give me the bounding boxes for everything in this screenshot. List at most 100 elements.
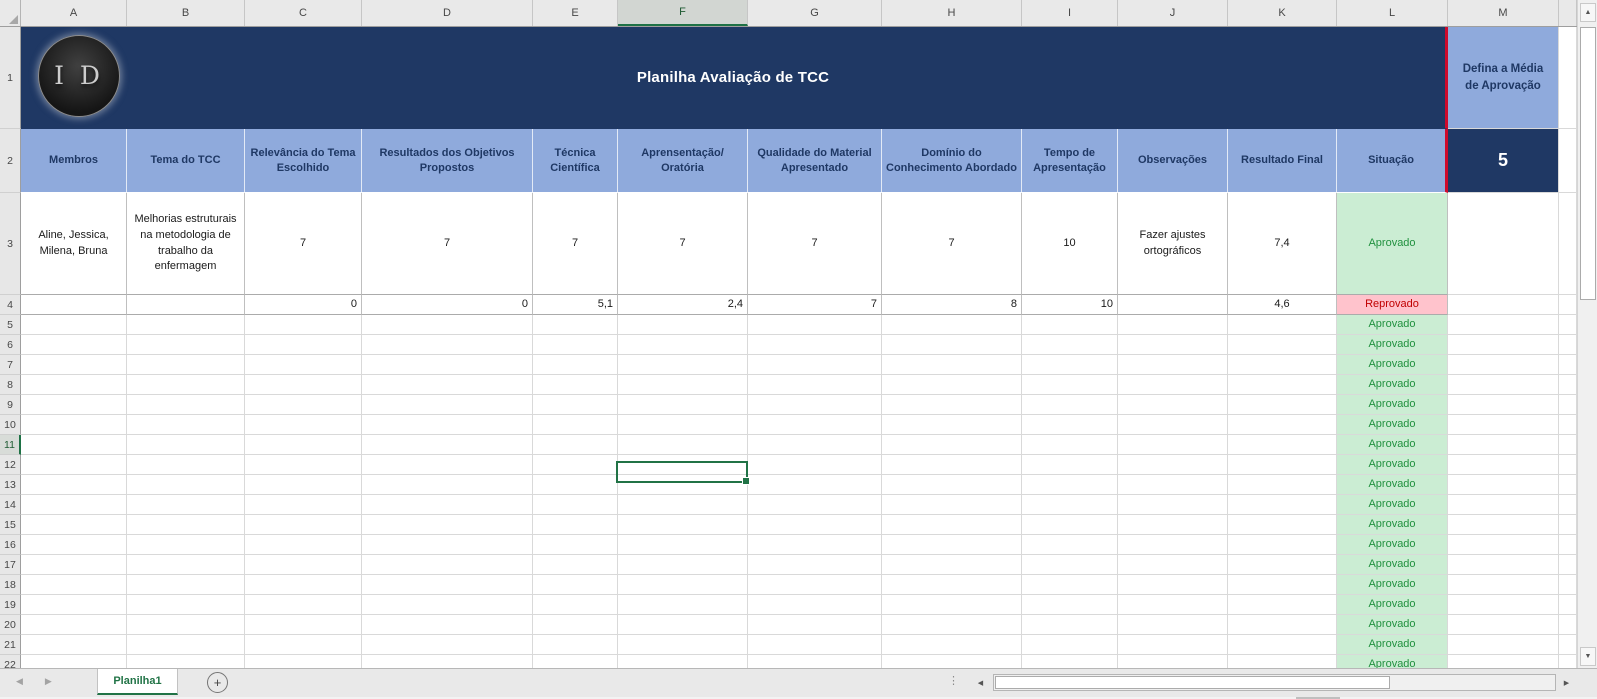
cell-M9[interactable] (1448, 395, 1559, 415)
cell-A8[interactable] (21, 375, 127, 395)
cell-E2-header[interactable]: Técnica Científica (533, 129, 618, 193)
cell-M14[interactable] (1448, 495, 1559, 515)
row-header-9[interactable]: 9 (0, 395, 21, 415)
cell-K8[interactable] (1228, 375, 1337, 395)
cell-C13[interactable] (245, 475, 362, 495)
cell-K17[interactable] (1228, 555, 1337, 575)
vertical-scroll-thumb[interactable] (1580, 27, 1596, 300)
cell-E11[interactable] (533, 435, 618, 455)
cell-F18[interactable] (618, 575, 748, 595)
cell-K12[interactable] (1228, 455, 1337, 475)
cell-H12[interactable] (882, 455, 1022, 475)
cell-I20[interactable] (1022, 615, 1118, 635)
cell-H9[interactable] (882, 395, 1022, 415)
cell-G19[interactable] (748, 595, 882, 615)
cell-C6[interactable] (245, 335, 362, 355)
cell-C3[interactable]: 7 (245, 193, 362, 295)
cell-J9[interactable] (1118, 395, 1228, 415)
cell-E22[interactable] (533, 655, 618, 668)
tab-planilha1[interactable]: Planilha1 (97, 669, 178, 695)
cell-H2-header[interactable]: Domínio do Conhecimento Abordado (882, 129, 1022, 193)
cell-C7[interactable] (245, 355, 362, 375)
cell-I6[interactable] (1022, 335, 1118, 355)
cell-H8[interactable] (882, 375, 1022, 395)
cell-F16[interactable] (618, 535, 748, 555)
cell-C18[interactable] (245, 575, 362, 595)
cell-I22[interactable] (1022, 655, 1118, 668)
cell-I14[interactable] (1022, 495, 1118, 515)
row-header-14[interactable]: 14 (0, 495, 21, 515)
cell-E9[interactable] (533, 395, 618, 415)
cell-sliver-15[interactable] (1559, 515, 1577, 535)
row-header-22[interactable]: 22 (0, 655, 21, 668)
cell-K18[interactable] (1228, 575, 1337, 595)
cell-E17[interactable] (533, 555, 618, 575)
cell-L12[interactable]: Aprovado (1337, 455, 1448, 475)
cell-G17[interactable] (748, 555, 882, 575)
cell-K6[interactable] (1228, 335, 1337, 355)
cell-E19[interactable] (533, 595, 618, 615)
cell-G21[interactable] (748, 635, 882, 655)
cell-A5[interactable] (21, 315, 127, 335)
cell-A2-header[interactable]: Membros (21, 129, 127, 193)
cell-L13[interactable]: Aprovado (1337, 475, 1448, 495)
cell-sliver-22[interactable] (1559, 655, 1577, 668)
cell-L2-header[interactable]: Situação (1337, 129, 1448, 193)
cell-J20[interactable] (1118, 615, 1228, 635)
cell-J2-header[interactable]: Observações (1118, 129, 1228, 193)
row-header-13[interactable]: 13 (0, 475, 21, 495)
select-all-corner[interactable] (0, 0, 21, 26)
column-header-G[interactable]: G (748, 0, 882, 26)
cell-G3[interactable]: 7 (748, 193, 882, 295)
cell-K19[interactable] (1228, 595, 1337, 615)
cell-A13[interactable] (21, 475, 127, 495)
cell-D17[interactable] (362, 555, 533, 575)
cell-C15[interactable] (245, 515, 362, 535)
cell-I15[interactable] (1022, 515, 1118, 535)
cell-F8[interactable] (618, 375, 748, 395)
cell-H5[interactable] (882, 315, 1022, 335)
cell-B6[interactable] (127, 335, 245, 355)
row-header-5[interactable]: 5 (0, 315, 21, 335)
cell-J22[interactable] (1118, 655, 1228, 668)
cell-J18[interactable] (1118, 575, 1228, 595)
cell-M8[interactable] (1448, 375, 1559, 395)
cell-K5[interactable] (1228, 315, 1337, 335)
cell-C17[interactable] (245, 555, 362, 575)
cell-sliver-2[interactable] (1559, 129, 1577, 193)
cell-A1-title-merged[interactable]: I D Planilha Avaliação de TCC (21, 27, 1448, 129)
cell-J19[interactable] (1118, 595, 1228, 615)
cell-D2-header[interactable]: Resultados dos Objetivos Propostos (362, 129, 533, 193)
cell-B13[interactable] (127, 475, 245, 495)
cell-B8[interactable] (127, 375, 245, 395)
cell-M12[interactable] (1448, 455, 1559, 475)
cell-D19[interactable] (362, 595, 533, 615)
cell-F22[interactable] (618, 655, 748, 668)
cell-sliver-10[interactable] (1559, 415, 1577, 435)
cell-B7[interactable] (127, 355, 245, 375)
cell-J5[interactable] (1118, 315, 1228, 335)
cell-I11[interactable] (1022, 435, 1118, 455)
cell-sliver-17[interactable] (1559, 555, 1577, 575)
column-header-A[interactable]: A (21, 0, 127, 26)
cell-E13[interactable] (533, 475, 618, 495)
cell-I16[interactable] (1022, 535, 1118, 555)
cell-C19[interactable] (245, 595, 362, 615)
cell-B3-theme[interactable]: Melhorias estruturais na metodologia de … (127, 193, 245, 295)
column-header-L[interactable]: L (1337, 0, 1448, 26)
cell-F21[interactable] (618, 635, 748, 655)
cell-D22[interactable] (362, 655, 533, 668)
cell-J16[interactable] (1118, 535, 1228, 555)
cell-K3-final[interactable]: 7,4 (1228, 193, 1337, 295)
cell-M19[interactable] (1448, 595, 1559, 615)
cell-G13[interactable] (748, 475, 882, 495)
cell-D8[interactable] (362, 375, 533, 395)
cell-L17[interactable]: Aprovado (1337, 555, 1448, 575)
column-header-sliver[interactable] (1559, 0, 1577, 26)
cell-H17[interactable] (882, 555, 1022, 575)
cell-H13[interactable] (882, 475, 1022, 495)
cell-L6[interactable]: Aprovado (1337, 335, 1448, 355)
column-header-M[interactable]: M (1448, 0, 1559, 26)
column-header-H[interactable]: H (882, 0, 1022, 26)
cell-J12[interactable] (1118, 455, 1228, 475)
